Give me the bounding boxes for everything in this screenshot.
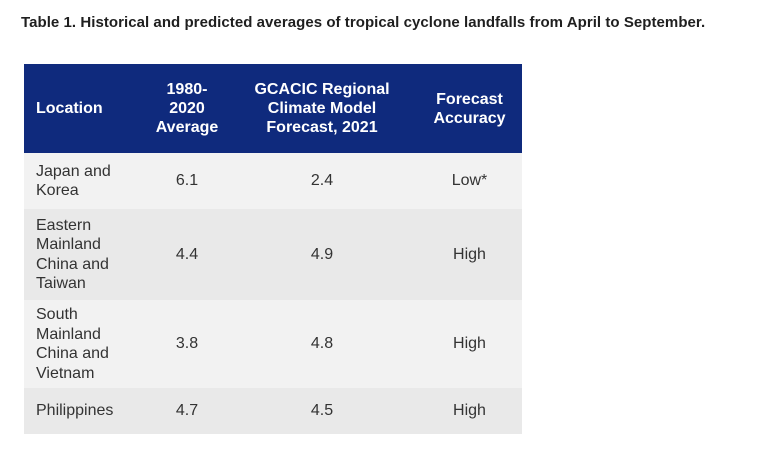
header-location: Location xyxy=(36,100,103,117)
header-row: Location 1980- 2020 Average GCACIC Regiona… xyxy=(24,64,522,153)
cell-location: Japan and Korea xyxy=(36,162,111,200)
cell-location: Eastern Mainland China and Taiwan xyxy=(36,216,109,293)
cell-forecast-accuracy: Low* xyxy=(451,172,488,190)
cell-model-forecast: 4.5 xyxy=(310,402,334,420)
cell-historical-average: 4.4 xyxy=(175,245,199,263)
header-forecast-accuracy: Forecast Accuracy xyxy=(433,90,506,127)
table-row: Eastern Mainland China and Taiwan 4.4 4.9 H… xyxy=(24,209,522,300)
cell-model-forecast: 4.8 xyxy=(310,335,334,353)
table-row: South Mainland China and Vietnam 3.8 4.8 Hi… xyxy=(24,300,522,388)
cell-location: South Mainland China and Vietnam xyxy=(36,306,109,382)
cell-historical-average: 3.8 xyxy=(175,335,199,353)
table-header: Location 1980- 2020 Average GCACIC Regiona… xyxy=(24,64,522,153)
header-model-forecast: GCACIC Regional Climate Model Forecast, 20… xyxy=(254,81,390,136)
cell-model-forecast: 4.9 xyxy=(310,245,334,263)
cell-historical-average: 4.7 xyxy=(175,402,199,420)
cell-location: Philippines xyxy=(36,402,114,420)
table-row: Japan and Korea 6.1 2.4 Low* xyxy=(24,153,522,209)
cell-model-forecast: 2.4 xyxy=(310,172,334,190)
table-body: Japan and Korea 6.1 2.4 Low* Eastern Mainl… xyxy=(24,153,522,434)
cell-forecast-accuracy: High xyxy=(453,245,486,263)
header-historical-average: 1980- 2020 Average xyxy=(155,81,219,136)
cell-forecast-accuracy: High xyxy=(453,335,486,353)
cell-historical-average: 6.1 xyxy=(175,172,199,190)
table-caption: Table 1. Historical and predicted averag… xyxy=(21,14,706,31)
cell-forecast-accuracy: High xyxy=(453,402,486,420)
table-row: Philippines 4.7 4.5 High xyxy=(24,388,522,434)
cyclone-landfall-table: Location 1980- 2020 Average GCACIC Regiona… xyxy=(24,64,522,434)
